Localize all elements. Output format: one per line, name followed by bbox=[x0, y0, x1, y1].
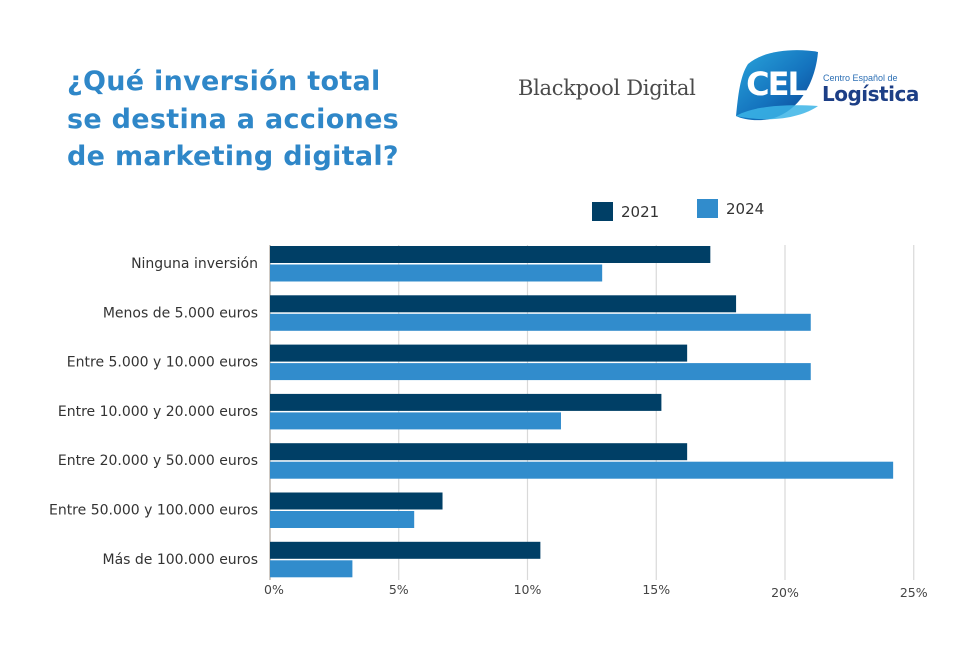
bar-2024-4 bbox=[270, 461, 894, 479]
bar-2024-3 bbox=[270, 412, 561, 430]
category-label-5: Entre 50.000 y 100.000 euros bbox=[49, 503, 258, 519]
category-label-1: Menos de 5.000 euros bbox=[103, 305, 258, 321]
x-tick-label-15: 15% bbox=[642, 582, 670, 597]
bar-2021-6 bbox=[270, 541, 541, 559]
title-line-2: se destina a acciones bbox=[67, 103, 400, 135]
x-tick-label-5: 5% bbox=[389, 582, 409, 597]
x-tick-label-25: 25% bbox=[900, 585, 928, 600]
cel-name: Logística bbox=[822, 82, 919, 106]
chart-title: ¿Qué inversión total se destina a accion… bbox=[67, 63, 399, 176]
bar-2021-5 bbox=[270, 492, 443, 510]
bar-2021-1 bbox=[270, 295, 737, 313]
bar-2021-0 bbox=[270, 246, 711, 263]
legend-swatch-2021 bbox=[592, 202, 613, 221]
bar-2021-4 bbox=[270, 443, 688, 461]
bar-2024-0 bbox=[270, 264, 603, 282]
category-label-4: Entre 20.000 y 50.000 euros bbox=[58, 453, 258, 469]
category-label-6: Más de 100.000 euros bbox=[103, 552, 259, 568]
title-line-3: de marketing digital? bbox=[67, 141, 399, 172]
bar-2021-2 bbox=[270, 344, 688, 362]
bar-2024-1 bbox=[270, 313, 811, 331]
blackpool-digital-logo: Blackpool Digital bbox=[518, 76, 696, 100]
bar-2024-6 bbox=[270, 560, 353, 578]
category-label-3: Entre 10.000 y 20.000 euros bbox=[58, 404, 258, 420]
x-tick-label-20: 20% bbox=[771, 585, 799, 600]
x-tick-label-10: 10% bbox=[514, 582, 542, 597]
category-label-2: Entre 5.000 y 10.000 euros bbox=[67, 355, 258, 371]
title-line-1: ¿Qué inversión total bbox=[67, 66, 381, 97]
category-label-0: Ninguna inversión bbox=[131, 256, 258, 272]
cel-mark-text: CEL bbox=[746, 65, 807, 103]
legend-item-2024: 2024 bbox=[697, 199, 764, 218]
bars bbox=[270, 246, 894, 578]
x-axis-tick-labels: 0% 5% 10% 15% 20% 25% bbox=[264, 582, 928, 600]
legend-swatch-2024 bbox=[697, 199, 718, 218]
bar-2021-3 bbox=[270, 393, 662, 411]
category-labels: Ninguna inversión Menos de 5.000 euros Ent… bbox=[49, 256, 258, 568]
x-tick-label-0: 0% bbox=[264, 582, 284, 597]
legend-label-2021: 2021 bbox=[621, 202, 660, 221]
legend-item-2021: 2021 bbox=[592, 202, 659, 221]
bar-2024-2 bbox=[270, 363, 811, 381]
cel-subtitle: Centro Español de bbox=[823, 73, 898, 83]
legend-label-2024: 2024 bbox=[726, 199, 765, 218]
bar-2024-5 bbox=[270, 511, 415, 528]
cel-logo-icon: CEL bbox=[736, 50, 818, 121]
